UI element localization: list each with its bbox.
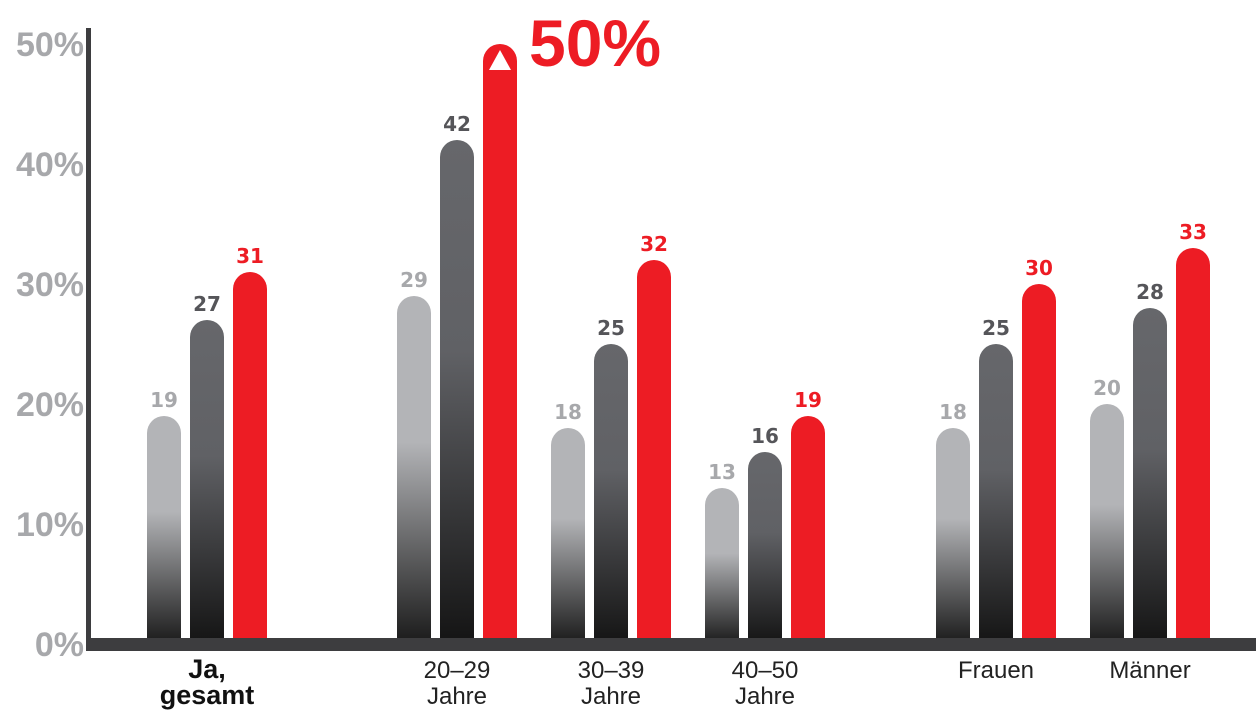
y-tick-label: 30% (16, 266, 84, 304)
category-labels: Ja,gesamt20–29Jahre30–39Jahre40–50JahreF… (160, 654, 1191, 710)
bar (1176, 248, 1210, 644)
y-tick-label: 0% (35, 626, 84, 664)
bar (1090, 404, 1124, 644)
category-label: 40–50 (732, 657, 799, 684)
value-label: 33 (1179, 220, 1207, 244)
value-label: 19 (150, 388, 178, 412)
bar (979, 344, 1013, 644)
y-tick-label: 40% (16, 146, 84, 184)
category-label: Frauen (958, 657, 1034, 684)
category-label: 30–39 (578, 657, 645, 684)
value-label: 27 (193, 292, 221, 316)
y-axis-line (86, 28, 91, 648)
bar (440, 140, 474, 644)
bars (86, 44, 1256, 651)
value-label: 13 (708, 460, 736, 484)
y-axis: 0% 10% 20% 30% 40% 50% (16, 26, 91, 664)
value-label: 25 (597, 316, 625, 340)
value-label: 20 (1093, 376, 1121, 400)
category-label: Jahre (735, 683, 795, 710)
category-label: Männer (1109, 657, 1190, 684)
y-tick-label: 10% (16, 506, 84, 544)
bar (147, 416, 181, 644)
bar (233, 272, 267, 644)
value-label: 25 (982, 316, 1010, 340)
value-label: 42 (443, 112, 471, 136)
bar (637, 260, 671, 644)
value-label: 19 (794, 388, 822, 412)
value-label: 29 (400, 268, 428, 292)
bar (397, 296, 431, 644)
y-tick-label: 20% (16, 386, 84, 424)
highlight-callout: 50% (529, 6, 661, 80)
bar (705, 488, 739, 644)
value-label: 30 (1025, 256, 1053, 280)
value-label: 18 (939, 400, 967, 424)
value-label: 32 (640, 232, 668, 256)
x-axis-baseline (86, 638, 1256, 651)
bar (936, 428, 970, 644)
value-label: 16 (751, 424, 779, 448)
bar (791, 416, 825, 644)
bar (190, 320, 224, 644)
bar (551, 428, 585, 644)
value-label: 31 (236, 244, 264, 268)
bar (1022, 284, 1056, 644)
category-label: Jahre (581, 683, 641, 710)
y-tick-label: 50% (16, 26, 84, 64)
bar (483, 44, 517, 644)
category-label: Jahre (427, 683, 487, 710)
category-label: gesamt (160, 680, 255, 710)
bar (594, 344, 628, 644)
bar (1133, 308, 1167, 644)
category-label: 20–29 (424, 657, 491, 684)
bar (748, 452, 782, 644)
value-label: 28 (1136, 280, 1164, 304)
value-label: 18 (554, 400, 582, 424)
